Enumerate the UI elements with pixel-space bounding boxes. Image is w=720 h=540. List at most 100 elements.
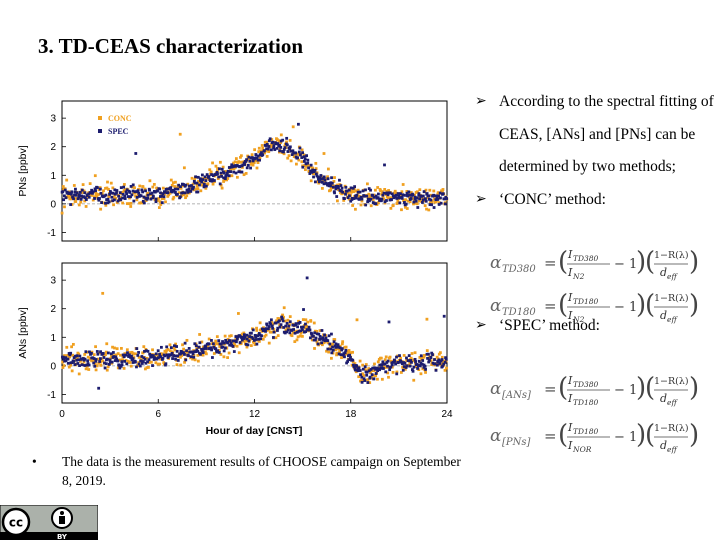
pns-point-spec xyxy=(151,194,155,198)
ans-point-conc xyxy=(361,363,365,367)
pns-point-spec xyxy=(421,194,425,198)
ans-point-spec xyxy=(94,358,98,361)
pns-point-conc xyxy=(257,146,261,150)
ans-point-conc xyxy=(327,350,331,354)
ans-point-spec xyxy=(331,345,334,349)
pns-point-spec xyxy=(429,198,433,202)
ans-point-conc xyxy=(340,356,343,360)
pns-point-spec xyxy=(253,156,256,160)
pns-point-conc xyxy=(107,195,111,198)
ans-point-conc xyxy=(347,348,351,352)
pns-point-conc xyxy=(195,184,199,188)
pns-point-conc xyxy=(195,187,198,191)
pns-point-spec xyxy=(141,199,145,203)
cc-by-text: BY xyxy=(57,533,68,540)
ans-point-conc xyxy=(384,355,388,359)
ans-point-conc xyxy=(407,363,411,367)
ans-point-conc xyxy=(369,371,372,375)
ans-point-spec xyxy=(331,348,335,352)
ans-point-spec xyxy=(210,339,213,342)
pns-point-conc xyxy=(438,201,441,205)
ans-point-conc xyxy=(61,360,65,364)
pns-point-spec xyxy=(433,194,436,198)
ans-point-spec xyxy=(304,322,307,326)
ans-point-spec xyxy=(159,355,162,359)
ans-point-conc xyxy=(156,362,160,366)
pns-point-spec xyxy=(409,197,413,200)
ans-point-spec xyxy=(373,366,377,370)
ans-xtick-label: 6 xyxy=(155,409,161,420)
ans-point-spec xyxy=(251,328,255,332)
ans-point-conc xyxy=(180,354,184,357)
ans-point-spec xyxy=(298,321,302,324)
pns-point-spec xyxy=(96,186,99,190)
pns-point-conc xyxy=(114,196,118,200)
ans-point-spec xyxy=(198,341,202,345)
ans-point-conc xyxy=(237,351,241,355)
ans-point-conc xyxy=(425,317,429,321)
ans-point-spec xyxy=(370,373,374,377)
ans-point-spec xyxy=(75,354,79,358)
pns-point-spec xyxy=(161,192,165,196)
pns-point-conc xyxy=(304,168,307,172)
pns-point-conc xyxy=(369,204,373,208)
ans-point-conc xyxy=(195,346,199,350)
pns-ytick-label: -1 xyxy=(47,228,56,239)
pns-point-spec xyxy=(436,198,440,201)
ans-point-spec xyxy=(337,352,341,356)
pns-point-spec xyxy=(266,147,270,151)
pns-point-spec xyxy=(193,181,197,185)
pns-point-spec xyxy=(177,183,181,187)
ans-point-conc xyxy=(105,342,109,346)
ans-point-spec xyxy=(61,355,65,359)
ans-point-spec xyxy=(264,329,267,333)
pns-point-conc xyxy=(425,207,428,211)
ans-point-conc xyxy=(215,335,219,339)
pns-point-spec xyxy=(374,202,378,206)
ans-point-spec xyxy=(106,351,110,355)
ans-point-spec xyxy=(146,360,149,364)
ans-point-spec xyxy=(420,362,424,366)
pns-point-conc xyxy=(138,201,142,205)
pns-point-spec xyxy=(278,149,282,153)
pns-point-spec xyxy=(173,187,177,191)
pns-point-conc xyxy=(279,141,283,145)
ans-point-conc xyxy=(320,343,324,347)
ans-point-spec xyxy=(393,359,397,363)
ans-point-spec xyxy=(109,352,113,356)
pns-point-spec xyxy=(355,193,359,197)
ans-point-spec xyxy=(145,349,148,353)
ans-point-spec xyxy=(118,366,122,370)
ans-point-spec xyxy=(114,355,117,359)
pns-point-conc xyxy=(385,190,389,193)
pns-point-spec xyxy=(258,158,261,162)
pns-point-spec xyxy=(229,170,232,174)
ans-point-spec xyxy=(311,334,315,338)
ans-point-spec xyxy=(94,359,98,363)
pns-point-conc xyxy=(66,194,70,198)
ans-point-spec xyxy=(143,349,146,353)
bullet-conc: ➢ ‘CONC’ method: xyxy=(475,184,715,217)
pns-point-conc xyxy=(285,140,288,144)
pns-point-conc xyxy=(404,198,407,202)
ans-point-spec xyxy=(301,325,305,329)
ans-point-spec xyxy=(332,340,336,344)
ans-point-conc xyxy=(402,354,406,357)
eq-alpha: α xyxy=(490,253,502,273)
pns-point-spec xyxy=(271,140,275,144)
ans-point-spec xyxy=(336,343,340,347)
ans-point-spec xyxy=(226,341,230,345)
ans-point-conc xyxy=(245,345,249,349)
pns-point-conc xyxy=(177,191,181,195)
ans-point-spec xyxy=(143,357,147,361)
ans-point-spec xyxy=(429,355,433,359)
pns-point-conc xyxy=(93,195,96,199)
ans-point-conc xyxy=(282,306,286,310)
ans-point-conc xyxy=(122,367,126,370)
pns-point-spec xyxy=(316,175,320,179)
ans-point-conc xyxy=(227,351,231,355)
ans-point-spec xyxy=(228,343,232,347)
pns-point-spec xyxy=(424,199,428,203)
pns-point-conc xyxy=(221,165,225,169)
